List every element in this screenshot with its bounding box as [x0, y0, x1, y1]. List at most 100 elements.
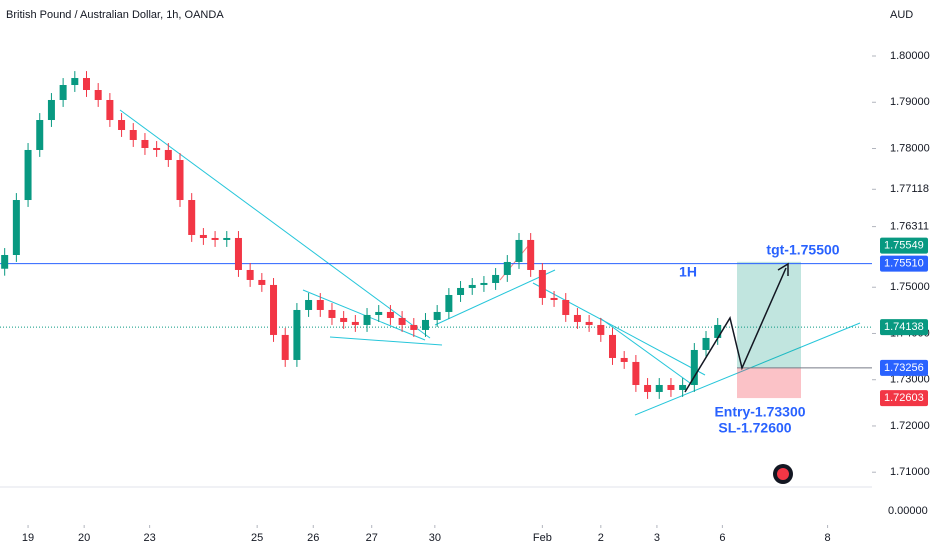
x-tick-label: 30	[429, 532, 441, 544]
candle-body	[316, 299, 324, 310]
candle-body	[410, 324, 418, 330]
candle-body	[340, 317, 348, 322]
candle-body	[176, 160, 184, 201]
candle-body	[375, 311, 383, 315]
y-tick-label: 1.77118	[890, 183, 929, 195]
trendline	[532, 282, 706, 376]
candle-body	[234, 237, 242, 270]
candle-body	[398, 317, 406, 325]
candle-body	[246, 269, 254, 280]
x-tick-label: Feb	[533, 532, 552, 544]
currency: AUD	[890, 9, 913, 21]
y-tick-label: 1.72000	[890, 420, 930, 432]
x-tick-label: 8	[825, 532, 831, 544]
timeframe-label: 1H	[679, 264, 697, 280]
x-tick-label: 19	[22, 532, 34, 544]
trendline	[119, 109, 431, 339]
projection-arrow	[777, 262, 789, 276]
candle-body	[59, 85, 67, 100]
candle-body	[679, 384, 687, 390]
loss-zone	[737, 367, 801, 399]
entry-label: Entry-1.73300	[714, 404, 805, 420]
candle-body	[129, 130, 137, 140]
price-tag	[880, 390, 928, 407]
candle-body	[445, 294, 453, 312]
candle-body	[12, 200, 20, 255]
lower-pane-label: 0.00000	[888, 505, 928, 517]
candle-body	[480, 282, 488, 285]
candle-body	[632, 361, 640, 385]
y-tick-label: 1.76311	[890, 221, 929, 233]
x-tick-label: 6	[719, 532, 725, 544]
target-label: tgt-1.75500	[766, 242, 839, 258]
candle-body	[562, 299, 570, 315]
y-tick-label: 1.73000	[890, 374, 930, 386]
candle-body	[305, 299, 313, 310]
y-tick-label: 1.75000	[890, 281, 930, 293]
logo-inner	[777, 468, 789, 480]
candle-body	[597, 324, 605, 335]
candle-body	[527, 239, 535, 270]
x-tick-label: 23	[143, 532, 155, 544]
candle-body	[328, 309, 336, 318]
candle-body	[24, 149, 32, 201]
price-tag-label: 1.75549	[884, 240, 924, 252]
x-tick-label: 20	[78, 532, 90, 544]
candle-body	[620, 357, 628, 362]
candle-body	[94, 90, 102, 100]
projection-path	[684, 267, 787, 393]
candle-body	[141, 139, 149, 148]
candle-body	[363, 314, 371, 325]
y-tick-label: 1.80000	[890, 50, 930, 62]
candle-body	[690, 349, 698, 385]
candle-body	[667, 384, 675, 390]
candle-body	[188, 200, 196, 235]
trendline	[329, 336, 443, 346]
candle-body	[714, 324, 722, 338]
candle-body	[199, 234, 207, 238]
candle-body	[153, 147, 161, 150]
candle-body	[71, 78, 79, 86]
candle-body	[503, 261, 511, 275]
price-tag	[880, 237, 928, 254]
price-tag-label: 1.72603	[884, 392, 924, 404]
candle-body	[106, 99, 114, 121]
candle-body	[492, 274, 500, 283]
candle-body	[433, 311, 441, 320]
price-tag	[880, 359, 928, 376]
y-tick-label: 1.79000	[890, 96, 930, 108]
candle-body	[421, 319, 429, 330]
candle-body	[644, 384, 652, 392]
chart-title: British Pound / Australian Dollar, 1h, O…	[6, 9, 224, 21]
y-tick-label: 1.71000	[890, 466, 930, 478]
x-tick-label: 27	[366, 532, 378, 544]
x-tick-label: 2	[598, 532, 604, 544]
x-tick-label: 3	[654, 532, 660, 544]
candle-body	[36, 120, 44, 150]
trendline	[434, 269, 556, 326]
stop-label: SL-1.72600	[718, 420, 791, 436]
price-tag-label: 1.73256	[884, 362, 924, 374]
candle-body	[538, 269, 546, 298]
candle-body	[82, 78, 90, 91]
candle-body	[211, 237, 219, 240]
candle-body	[118, 120, 126, 131]
candle-body	[573, 314, 581, 322]
candle-body	[258, 279, 266, 285]
candle-body	[515, 239, 523, 262]
trendline	[599, 317, 691, 384]
candle-body	[468, 284, 476, 288]
candle-body	[281, 334, 289, 360]
x-tick-label: 25	[251, 532, 263, 544]
y-tick-label: 1.78000	[890, 142, 930, 154]
candle-body	[702, 337, 710, 350]
x-tick-label: 26	[307, 532, 319, 544]
price-tag	[880, 319, 928, 336]
candle-body	[585, 321, 593, 325]
candle-body	[164, 149, 172, 161]
price-tag-label: 1.74138	[884, 321, 924, 333]
candle-body	[457, 287, 465, 295]
candle-body	[386, 311, 394, 318]
